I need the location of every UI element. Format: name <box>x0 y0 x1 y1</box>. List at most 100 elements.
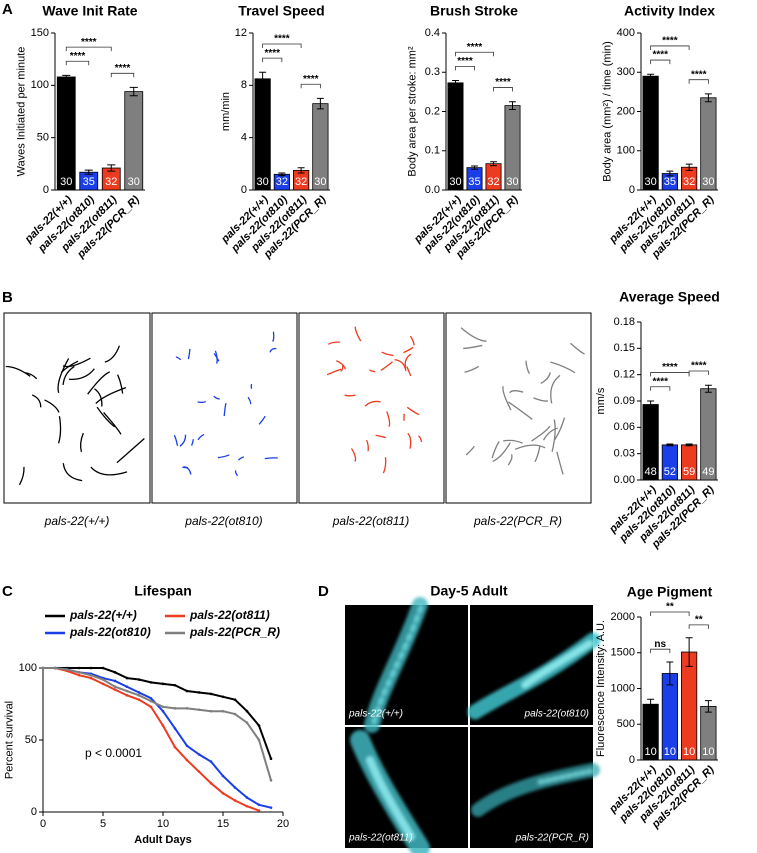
survival-point <box>245 804 249 808</box>
survival-point <box>257 738 261 742</box>
y-tick-label: 50 <box>25 734 37 746</box>
microscopy-tiles <box>345 597 601 853</box>
survival-point <box>197 691 201 694</box>
y-tick-label: 1000 <box>611 682 635 694</box>
survival-point <box>137 698 141 701</box>
sample-size: 30 <box>506 176 518 188</box>
track-frame <box>298 312 445 504</box>
track <box>533 397 549 402</box>
track <box>463 344 483 349</box>
error-bar <box>704 384 712 393</box>
bar <box>56 76 76 191</box>
survival-point <box>245 709 249 713</box>
track <box>214 350 218 364</box>
chart-title: Wave Init Rate <box>42 3 137 19</box>
significance-bracket <box>650 611 690 616</box>
x-tick-label: 10 <box>157 818 169 830</box>
survival-point <box>161 705 165 709</box>
track <box>179 434 187 447</box>
y-tick-label: 0 <box>241 184 247 196</box>
track-label: pals-22(PCR_R) <box>473 514 562 528</box>
track <box>103 411 122 435</box>
survival-point <box>161 709 165 713</box>
track <box>191 439 194 446</box>
survival-line <box>43 667 260 812</box>
error-bar <box>647 698 655 710</box>
sample-size: 10 <box>645 746 657 758</box>
track <box>406 366 412 377</box>
error-bar <box>704 700 712 713</box>
sample-size: 52 <box>664 466 676 478</box>
track <box>350 448 357 462</box>
error-bar <box>685 163 693 171</box>
track <box>409 335 415 346</box>
chart-title: Lifespan <box>134 583 192 599</box>
y-tick-label: 12 <box>235 27 247 39</box>
bar <box>681 651 698 761</box>
significance-label: **** <box>303 74 319 85</box>
significance-label: **** <box>70 51 86 62</box>
track <box>79 432 84 452</box>
sample-size: 30 <box>314 176 326 188</box>
track <box>62 463 83 482</box>
significance-bracket <box>650 59 671 65</box>
track <box>531 425 551 442</box>
survival-point <box>149 681 153 684</box>
track <box>175 356 182 361</box>
survival-point <box>77 671 81 674</box>
track <box>344 394 356 397</box>
y-tick-label: 100 <box>31 79 49 91</box>
track <box>44 399 60 413</box>
error-bar <box>666 170 674 177</box>
y-tick-label: 8 <box>241 79 247 91</box>
significance-bracket <box>262 57 283 63</box>
y-tick-label: 0.00 <box>614 474 635 486</box>
y-tick-label: 2000 <box>611 611 635 623</box>
micro-label: pals-22(ot811) <box>348 833 413 844</box>
y-axis-label: Fluorescence Intensity: A.U. <box>595 620 607 757</box>
sample-size: 32 <box>683 176 695 188</box>
y-axis-label: Body area per stroke: mm² <box>406 46 418 177</box>
survival-line <box>43 667 272 760</box>
track-frame <box>445 312 592 504</box>
y-tick-label: 0.15 <box>614 342 635 354</box>
significance-bracket <box>455 51 494 57</box>
significance-label: **** <box>467 42 483 53</box>
track <box>492 442 511 463</box>
y-tick-label: 0.06 <box>614 421 635 433</box>
survival-point <box>137 691 141 694</box>
significance-bracket <box>650 648 671 654</box>
track <box>509 390 524 394</box>
track <box>570 342 585 355</box>
track <box>104 345 121 363</box>
y-axis-label: mm/s <box>595 387 607 414</box>
sample-size: 35 <box>83 176 95 188</box>
survival-point <box>77 673 81 677</box>
x-tick-label: 5 <box>100 818 106 830</box>
tracks <box>5 326 585 486</box>
y-axis-label: Body area (mm²) / time (min) <box>601 41 613 182</box>
error-bar <box>259 71 267 86</box>
track <box>404 353 412 369</box>
significance-bracket <box>493 87 513 92</box>
survival-point <box>41 666 45 670</box>
track-frame <box>3 312 151 504</box>
track <box>394 358 407 372</box>
sample-size: 10 <box>664 746 676 758</box>
error-bar <box>452 79 459 86</box>
survival-point <box>221 709 225 713</box>
track <box>375 434 386 439</box>
y-axis-label: mm/min <box>220 92 232 131</box>
significance-bracket <box>650 386 671 391</box>
sample-size: 32 <box>105 176 117 188</box>
y-tick-label: 1500 <box>611 647 635 659</box>
track <box>406 406 420 416</box>
survival-point <box>113 671 117 674</box>
track <box>25 372 38 380</box>
y-tick-label: 100 <box>617 145 635 157</box>
significance-bracket <box>650 45 690 50</box>
track <box>460 327 487 342</box>
y-tick-label: 4 <box>241 132 247 144</box>
y-axis-label: Waves Initiated per minute <box>15 47 27 177</box>
micro-label: pals-22(ot810) <box>524 709 589 720</box>
